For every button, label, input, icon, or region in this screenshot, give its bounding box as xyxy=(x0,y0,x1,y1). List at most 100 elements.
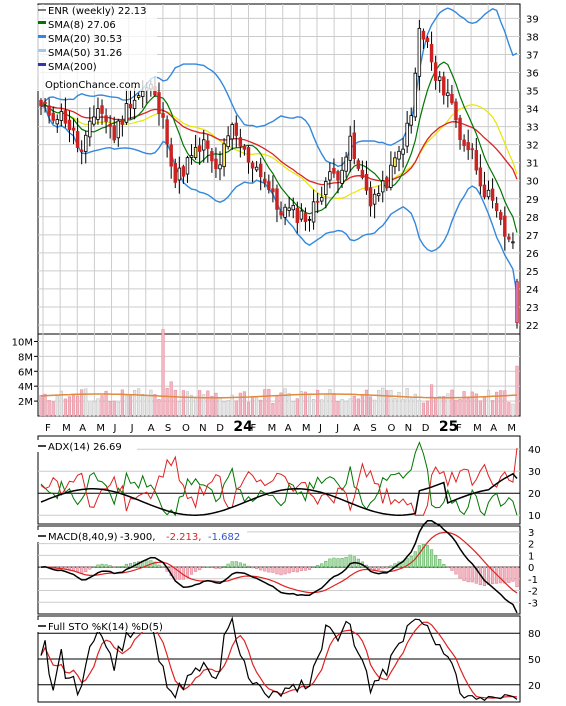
macd-histogram-bar xyxy=(438,559,442,568)
macd-histogram-bar xyxy=(226,563,230,568)
candle-body xyxy=(116,120,121,139)
candle-body xyxy=(140,90,145,97)
volume-bar xyxy=(51,401,55,417)
candle-body xyxy=(332,167,336,174)
volume-bar xyxy=(507,402,511,417)
sma8-line-path xyxy=(40,61,518,233)
volume-bar xyxy=(385,390,389,417)
macd-histogram-bar xyxy=(320,563,324,568)
volume-bar xyxy=(234,400,238,417)
candle-body xyxy=(287,207,291,211)
candle-body xyxy=(360,169,365,178)
volume-bar xyxy=(303,391,308,417)
volume-bar xyxy=(368,396,373,417)
volume-bar xyxy=(340,398,344,417)
candle-body xyxy=(165,119,169,145)
volume-bar xyxy=(67,396,72,417)
candle-body xyxy=(417,27,422,77)
legend-entry-sma20: SMA(20) 30.53 xyxy=(48,34,122,45)
macd-legend: MACD(8,40,9) -3.900, -2.213, -1.682 xyxy=(37,530,247,543)
volume-bar xyxy=(312,399,316,417)
volume-bar xyxy=(421,402,425,417)
price-tick-label: 27 xyxy=(526,231,539,242)
candle-body xyxy=(120,119,125,125)
volume-bar xyxy=(76,395,80,417)
x-axis: F M A M J J A S O N D 24F M A M J J A S O N D 25F M A M xyxy=(45,419,516,435)
volume-bar xyxy=(291,401,295,417)
candle-body xyxy=(275,188,279,210)
volume-bar xyxy=(401,398,405,417)
macd-histogram-bar xyxy=(421,544,425,568)
macd-tick-label: 3 xyxy=(528,528,534,539)
macd-histogram-bar xyxy=(108,565,112,568)
candle-body xyxy=(124,103,129,123)
bollinger-middle-line xyxy=(40,103,518,200)
stochastic-axis: 20 50 80 xyxy=(528,629,541,692)
x-tick-label: M xyxy=(507,423,516,434)
macd-histogram-bar xyxy=(210,566,214,568)
macd-histogram-bar xyxy=(112,566,116,568)
adx-axis: 10 20 30 40 xyxy=(528,445,541,522)
volume-bar xyxy=(92,400,96,417)
macd-histogram-bar xyxy=(389,565,393,568)
candle-body xyxy=(499,212,503,220)
candle-body xyxy=(450,93,454,104)
candle-body xyxy=(503,215,507,237)
candle-body xyxy=(336,171,340,181)
candle-body xyxy=(381,180,385,193)
volume-bar xyxy=(161,329,165,417)
volume-bar xyxy=(120,389,124,417)
candle-body xyxy=(104,115,108,122)
price-tick-label: 33 xyxy=(526,123,539,134)
x-tick-label: M xyxy=(96,423,105,434)
volume-bar xyxy=(100,395,104,417)
x-tick-label: 25 xyxy=(439,419,458,435)
x-tick-label: M xyxy=(473,423,482,434)
x-tick-label: A xyxy=(285,423,292,434)
candle-body xyxy=(425,37,430,43)
x-tick-label: 24 xyxy=(233,419,253,435)
volume-bar xyxy=(246,402,251,417)
volume-bar xyxy=(173,389,177,417)
minus-di-line xyxy=(40,447,518,516)
macd-histogram-bar xyxy=(153,561,157,568)
candle-body xyxy=(246,146,251,163)
volume-bar xyxy=(137,388,141,417)
panel-frame-macd xyxy=(37,525,521,615)
macd-line xyxy=(40,519,518,614)
volume-bar xyxy=(405,387,409,417)
macd-tick-label: -1 xyxy=(528,575,538,586)
macd-histogram-bar xyxy=(385,566,389,569)
macd-histogram xyxy=(39,544,519,588)
volume-bar xyxy=(80,389,84,417)
volume-bar xyxy=(133,390,137,417)
candle-body xyxy=(59,111,64,121)
candle-body xyxy=(470,148,474,151)
volume-bar xyxy=(332,393,336,417)
macd-histogram-bar xyxy=(80,566,84,574)
candle-body xyxy=(218,164,222,170)
stochastic-tick-label: 80 xyxy=(528,629,541,640)
candle-body xyxy=(238,137,243,147)
candle-body xyxy=(51,112,55,121)
volume-bar xyxy=(165,387,169,417)
macd-histogram-bar xyxy=(181,566,185,580)
volume-bar xyxy=(458,399,462,417)
volume-tick-label: 2M xyxy=(18,397,33,408)
candle-body xyxy=(442,76,446,96)
macd-histogram-bar xyxy=(446,566,450,568)
macd-lines xyxy=(40,519,518,614)
macd-histogram-bar xyxy=(263,566,267,572)
macd-histogram-bar xyxy=(189,566,194,575)
candle-body xyxy=(437,76,442,81)
macd-histogram-bar xyxy=(250,566,255,569)
candle-body xyxy=(258,163,263,178)
volume-bar xyxy=(206,390,210,417)
macd-histogram-bar xyxy=(324,560,328,568)
candle-body xyxy=(169,144,173,167)
volume-bar xyxy=(474,393,478,417)
volume-bar xyxy=(116,401,120,417)
legend-entry-sma50: SMA(50) 31.26 xyxy=(48,48,122,59)
adx-legend: ADX(14) 26.69 xyxy=(37,440,137,453)
